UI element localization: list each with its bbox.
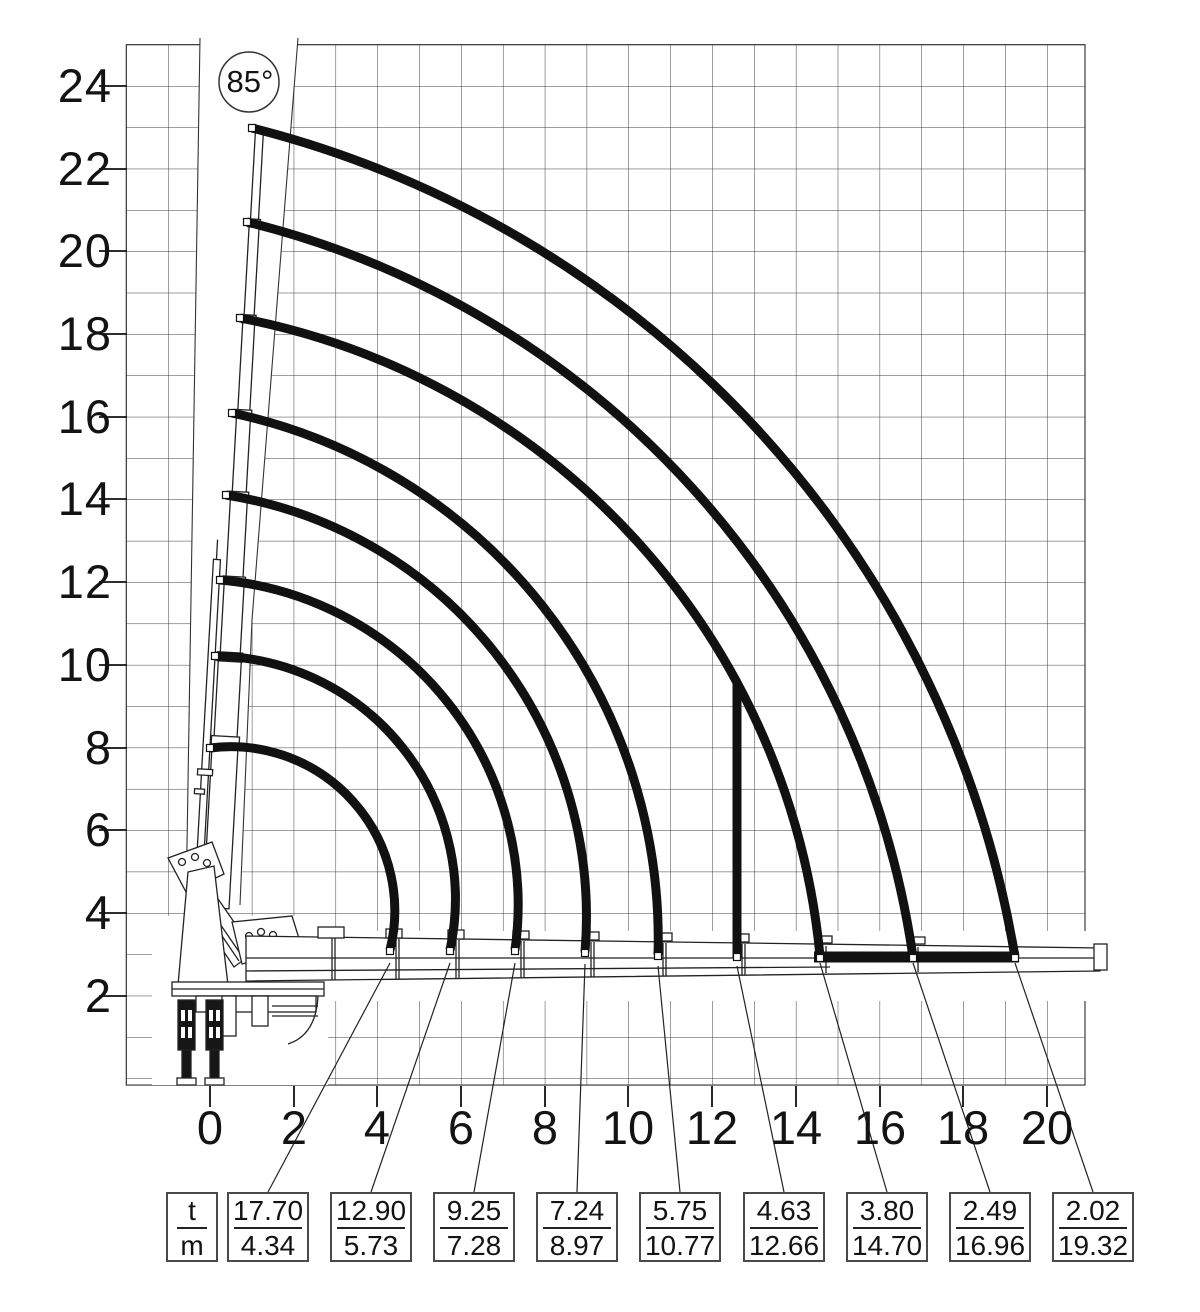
y-axis-label-12: 12 [57, 555, 112, 608]
capacity-arc-5 [231, 408, 663, 956]
fraction-divider [853, 1227, 921, 1229]
load-table-header-unit-m: m [180, 1230, 204, 1261]
load-tonnes: 3.80 [859, 1195, 915, 1226]
fraction-divider [956, 1227, 1024, 1229]
capacity-arc-4 [225, 490, 591, 953]
boom-angle-badge-circle [218, 51, 280, 113]
outreach-metres: 14.70 [851, 1230, 923, 1261]
capacity-arc-3 [219, 575, 523, 951]
y-axis-label-22: 22 [57, 142, 112, 195]
load-table-cell-9: 2.02 19.32 [1052, 1192, 1134, 1262]
fraction-divider [543, 1227, 611, 1229]
y-axis-label-2: 2 [84, 969, 112, 1022]
x-axis-label-0: 0 [196, 1101, 224, 1154]
x-axis-label-16: 16 [853, 1101, 907, 1154]
capacity-arc-2 [214, 651, 460, 951]
fraction-divider [1059, 1227, 1127, 1229]
x-axis-label-6: 6 [447, 1101, 475, 1154]
load-table-header: t m [166, 1192, 218, 1262]
stabilizer-leg [204, 999, 225, 1086]
y-axis-label-16: 16 [57, 390, 112, 443]
x-axis-label-18: 18 [936, 1101, 990, 1154]
y-axis-label-4: 4 [84, 886, 112, 939]
y-axis-label-14: 14 [57, 472, 112, 525]
y-axis-label-6: 6 [84, 803, 112, 856]
fraction-divider [440, 1227, 508, 1229]
outreach-metres: 16.96 [954, 1230, 1026, 1261]
load-table-cell-3: 9.25 7.28 [433, 1192, 515, 1262]
crane-base [171, 981, 325, 1086]
capacity-arc-1 [209, 742, 400, 952]
fraction-divider [234, 1227, 302, 1229]
load-table-cell-2: 12.90 5.73 [330, 1192, 412, 1262]
y-axis-label-8: 8 [84, 721, 112, 774]
x-axis-label-12: 12 [685, 1101, 739, 1154]
boom-angle-label: 85° [226, 64, 274, 99]
grid [125, 44, 1086, 1086]
y-axis-ticks [99, 85, 127, 997]
load-table-cell-5: 5.75 10.77 [639, 1192, 721, 1262]
load-tonnes: 4.63 [756, 1195, 812, 1226]
outreach-metres: 10.77 [644, 1230, 716, 1261]
x-axis-label-10: 10 [601, 1101, 655, 1154]
x-axis-label-4: 4 [363, 1101, 391, 1154]
outreach-metres: 7.28 [446, 1230, 502, 1261]
load-tonnes: 5.75 [652, 1195, 708, 1226]
load-tonnes: 2.02 [1065, 1195, 1121, 1226]
load-table-cell-7: 3.80 14.70 [846, 1192, 928, 1262]
fraction-divider [646, 1227, 714, 1229]
raised-boom [193, 128, 265, 910]
y-axis-label-18: 18 [57, 307, 112, 360]
outreach-metres: 12.66 [748, 1230, 820, 1261]
outreach-metres: 5.73 [343, 1230, 399, 1261]
x-axis-ticks [209, 1086, 1048, 1107]
load-table-cell-1: 17.70 4.34 [227, 1192, 309, 1262]
x-axis-label-8: 8 [531, 1101, 559, 1154]
y-axis-label-24: 24 [57, 59, 112, 112]
load-table-cell-4: 7.24 8.97 [536, 1192, 618, 1262]
arc-end-markers [205, 123, 1020, 963]
load-tonnes: 17.70 [232, 1195, 304, 1226]
outreach-metres: 19.32 [1057, 1230, 1129, 1261]
outreach-metres: 8.97 [549, 1230, 605, 1261]
y-axis-label-10: 10 [57, 638, 112, 691]
load-table-header-unit-t: t [188, 1195, 196, 1226]
capacity-arc-6 [239, 313, 825, 957]
load-tonnes: 7.24 [549, 1195, 605, 1226]
x-axis-label-14: 14 [769, 1101, 823, 1154]
y-axis-label-20: 20 [57, 224, 112, 277]
fraction-divider [750, 1227, 818, 1229]
load-tonnes: 9.25 [446, 1195, 502, 1226]
callout-lines [267, 962, 1094, 1193]
x-axis-label-20: 20 [1020, 1101, 1074, 1154]
stabilizer-leg [176, 999, 197, 1086]
fraction-divider [337, 1227, 405, 1229]
load-table-cell-6: 4.63 12.66 [743, 1192, 825, 1262]
capacity-arc-8 [250, 123, 1020, 958]
capacity-arc-7 [245, 217, 918, 958]
load-table-cell-8: 2.49 16.96 [949, 1192, 1031, 1262]
capacity-arcs [209, 123, 1020, 963]
fraction-divider [177, 1227, 207, 1229]
load-tonnes: 2.49 [962, 1195, 1018, 1226]
outreach-metres: 4.34 [240, 1230, 296, 1261]
load-tonnes: 12.90 [335, 1195, 407, 1226]
x-axis-label-2: 2 [280, 1101, 308, 1154]
